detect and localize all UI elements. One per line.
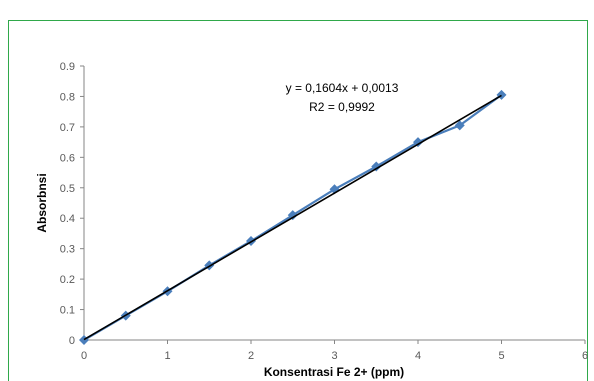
y-tick-label: 0 — [69, 335, 75, 347]
y-tick-label: 0.4 — [60, 213, 75, 225]
chart-frame — [8, 20, 588, 381]
x-tick-label: 1 — [164, 350, 170, 362]
x-tick-label: 5 — [498, 350, 504, 362]
x-tick-label: 4 — [415, 350, 421, 362]
y-tick-label: 0.1 — [60, 305, 75, 317]
r-squared-label: R2 = 0,9992 — [309, 100, 375, 114]
x-tick-label: 0 — [81, 350, 87, 362]
y-tick-label: 0.6 — [60, 152, 75, 164]
x-axis-title: Konsentrasi Fe 2+ (ppm) — [264, 365, 404, 379]
data-point — [371, 161, 382, 172]
x-tick-label: 6 — [582, 350, 588, 362]
data-point — [79, 335, 89, 345]
data-point — [454, 120, 465, 131]
y-tick-label: 0.5 — [60, 183, 75, 195]
y-tick-label: 0.2 — [60, 274, 75, 286]
x-tick-label: 3 — [331, 350, 337, 362]
x-tick-label: 2 — [248, 350, 254, 362]
y-tick-label: 0.7 — [60, 122, 75, 134]
trend-layer — [83, 94, 502, 341]
ticks: 0 0.1 0.2 0.3 0.4 0.5 0.6 0.7 0.8 0.9 0 1 2 3 4 5 6 — [60, 61, 588, 362]
y-tick-label: 0.3 — [60, 244, 75, 256]
y-axis-title: Absorbnsi — [35, 173, 49, 232]
y-tick-label: 0.8 — [60, 91, 75, 103]
equation-label: y = 0,1604x + 0,0013 — [286, 81, 399, 95]
y-tick-label: 0.9 — [60, 61, 75, 73]
data-point — [413, 137, 423, 148]
data-point — [287, 210, 298, 221]
trendline — [83, 94, 502, 341]
